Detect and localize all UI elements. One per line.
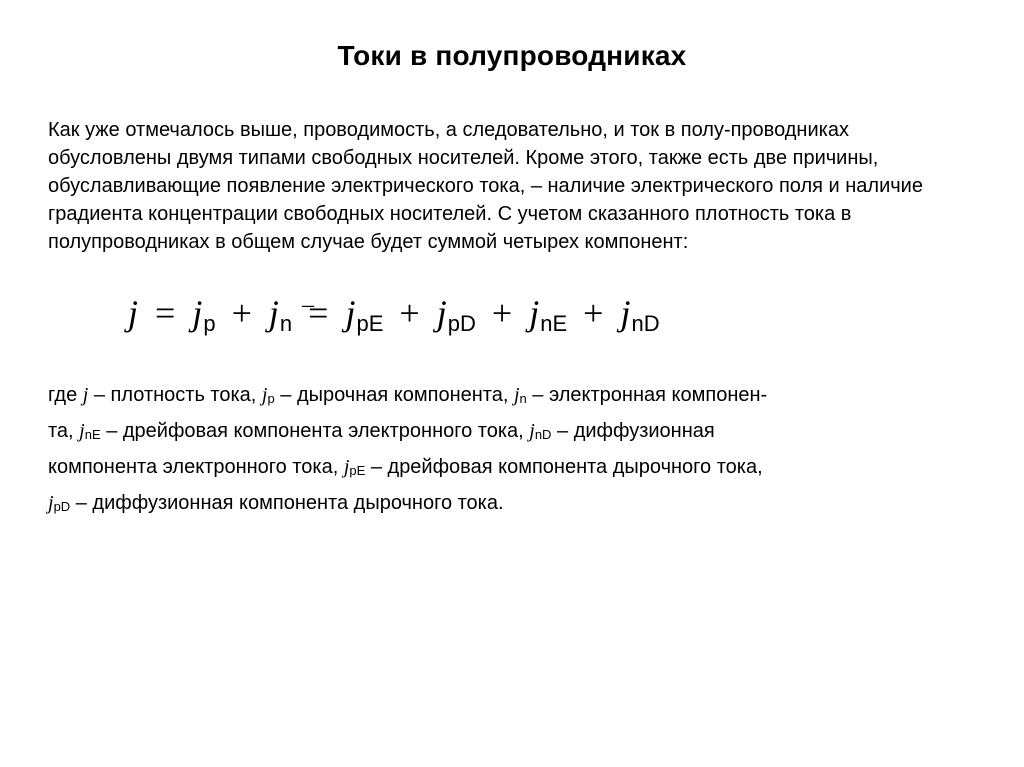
intro-paragraph: Как уже отмечалось выше, проводимость, а…	[48, 116, 976, 256]
page-title: Токи в полупроводниках	[48, 40, 976, 72]
minus-mark: –	[302, 292, 314, 319]
equation-block: – j = jp + jn = jpE + jpD + jnE + jnD	[48, 292, 976, 337]
definitions-paragraph: где j – плотность тока, jp – дырочная ко…	[48, 377, 976, 521]
equation: j = jp + jn = jpE + jpD + jnE + jnD	[128, 292, 976, 337]
